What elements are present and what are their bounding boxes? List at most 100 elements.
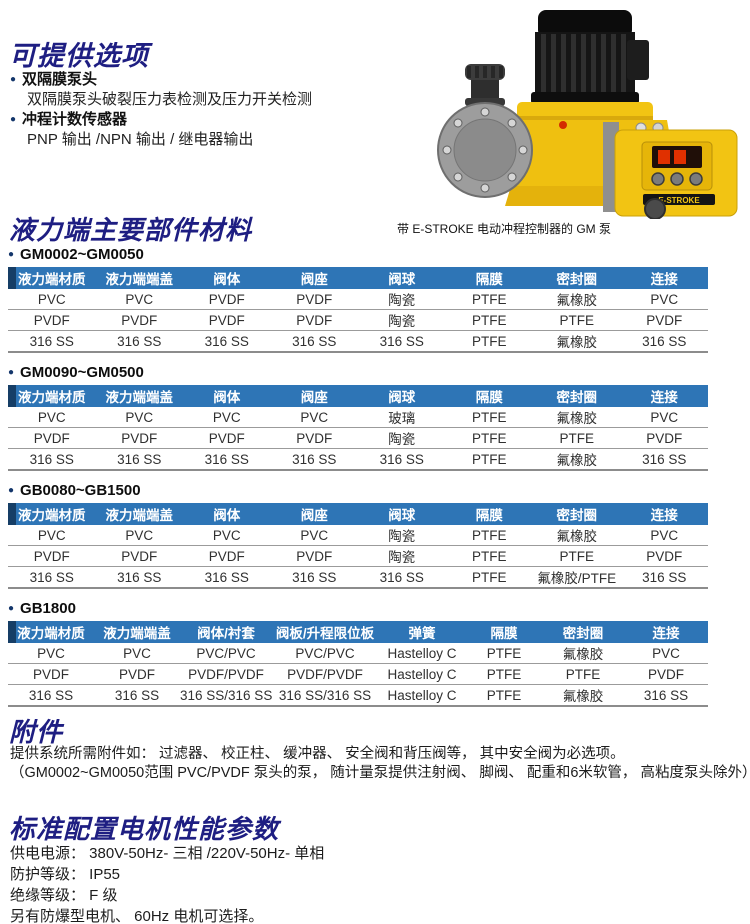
table-cell: 316 SS (8, 330, 96, 353)
header-accent-cap (8, 267, 16, 289)
table-cell: PVC (183, 407, 271, 428)
column-header: 液力端端盖 (95, 385, 183, 407)
column-header: 密封圈 (533, 503, 621, 525)
table-cell: PVC (8, 525, 96, 546)
table-cell: 陶瓷 (358, 427, 446, 449)
table-cell: PVC (183, 525, 271, 546)
materials-table-block: ● GM0002~GM0050 液力端材质 液力端端盖 阀体 阀座 阀球 隔膜 密封圈 连接 PVC… (8, 246, 708, 353)
column-header: 液力端端盖 (95, 503, 183, 525)
table-cell: PVDF/PVDF (272, 663, 378, 685)
column-header: 弹簧 (378, 621, 466, 643)
table-cell: PVDF (183, 545, 271, 567)
table-cell: 316 SS (624, 684, 708, 707)
pump-caption: 带 E-STROKE 电动冲程控制器的 GM 泵 (397, 222, 612, 236)
table-cell: PTFE (542, 663, 624, 685)
table-cell: PTFE (445, 448, 533, 471)
table-cell: PVDF (8, 663, 94, 685)
table-cell: 陶瓷 (358, 545, 446, 567)
accessories-line: 提供系统所需附件如： 过滤器、 校正柱、 缓冲器、 安全阀和背压阀等， 其中安全… (10, 746, 625, 762)
table-cell: 陶瓷 (358, 289, 446, 310)
materials-table-wrap: 液力端材质 液力端端盖 阀体 阀座 阀球 隔膜 密封圈 连接 PVC PVC PVDF PVDF 陶瓷 P… (8, 267, 708, 353)
table-cell: 氟橡胶 (533, 330, 621, 353)
table-cell: PTFE (445, 289, 533, 310)
table-row: 316 SS 316 SS 316 SS 316 SS 316 SS PTFE 氟橡胶/PT… (8, 566, 708, 589)
column-header: 液力端材质 (8, 385, 96, 407)
table-cell: 316 SS (183, 448, 271, 471)
table-cell: PVDF (620, 545, 708, 567)
column-header: 阀球 (358, 267, 446, 289)
table-header-row: 液力端材质 液力端端盖 阀体 阀座 阀球 隔膜 密封圈 连接 (8, 267, 708, 289)
column-header: 隔膜 (445, 267, 533, 289)
table-cell: PTFE (445, 309, 533, 331)
motor-spec-line: 绝缘等级： F 级 (10, 887, 118, 904)
materials-table-block: ● GB1800 液力端材质 液力端端盖 阀体/衬套 阀板/升程限位板 弹簧 隔膜 密封圈 连接 P… (8, 600, 708, 707)
table-cell: PTFE (445, 566, 533, 589)
table-row: 316 SS 316 SS 316 SS 316 SS 316 SS PTFE 氟橡胶 316… (8, 448, 708, 471)
materials-table-wrap: 液力端材质 液力端端盖 阀体 阀座 阀球 隔膜 密封圈 连接 PVC PVC PVC PVC 陶瓷 PTF… (8, 503, 708, 589)
table-cell: PTFE (533, 427, 621, 449)
materials-section-title: 液力端主要部件材料 (9, 215, 253, 245)
table-cell: PVDF (8, 427, 96, 449)
pump-photo: E-STROKE (415, 4, 750, 220)
table-range-label: ● GB0080~GB1500 (8, 482, 708, 500)
table-range-text: GB0080~GB1500 (20, 482, 141, 499)
table-cell: PVDF (270, 545, 358, 567)
column-header: 连接 (620, 267, 708, 289)
options-list: ● 双隔膜泵头 双隔膜泵头破裂压力表检测及压力开关检测 ● 冲程计数传感器 PNP … (10, 70, 312, 150)
table-header-row: 液力端材质 液力端端盖 阀体 阀座 阀球 隔膜 密封圈 连接 (8, 503, 708, 525)
table-cell: PVC (8, 643, 94, 664)
table-cell: PVC (8, 407, 96, 428)
table-cell: 316 SS (8, 448, 96, 471)
table-cell: 316 SS (620, 566, 708, 589)
option-label: 冲程计数传感器 (22, 111, 128, 128)
bullet-icon: ● (8, 603, 15, 614)
table-row: PVC PVC PVC PVC 陶瓷 PTFE 氟橡胶 PVC (8, 525, 708, 546)
table-cell: 316 SS (270, 448, 358, 471)
option-label: 双隔膜泵头 (22, 71, 98, 88)
table-cell: PTFE (445, 545, 533, 567)
table-cell: 316 SS/316 SS (180, 684, 272, 707)
column-header: 液力端端盖 (94, 621, 180, 643)
header-accent-cap (8, 385, 16, 407)
table-cell: PVC (270, 407, 358, 428)
bullet-icon: ● (8, 485, 15, 496)
table-cell: 316 SS (358, 448, 446, 471)
table-range-label: ● GB1800 (8, 600, 708, 618)
table-row: PVDF PVDF PVDF PVDF 陶瓷 PTFE PTFE PVDF (8, 309, 708, 331)
column-header: 阀球 (358, 385, 446, 407)
column-header: 隔膜 (445, 385, 533, 407)
column-header: 连接 (624, 621, 708, 643)
column-header: 阀座 (270, 503, 358, 525)
materials-table-block: ● GB0080~GB1500 液力端材质 液力端端盖 阀体 阀座 阀球 隔膜 密封圈 连接 PVC… (8, 482, 708, 589)
table-cell: 316 SS (8, 684, 94, 707)
table-cell: PVDF (8, 309, 96, 331)
table-header-row: 液力端材质 液力端端盖 阀体/衬套 阀板/升程限位板 弹簧 隔膜 密封圈 连接 (8, 621, 708, 643)
table-cell: PVDF (95, 427, 183, 449)
bullet-icon: ● (10, 74, 17, 85)
table-cell: PVDF (624, 663, 708, 685)
table-header-row: 液力端材质 液力端端盖 阀体 阀座 阀球 隔膜 密封圈 连接 (8, 385, 708, 407)
bullet-icon: ● (8, 367, 15, 378)
table-cell: 氟橡胶 (542, 684, 624, 707)
header-accent-cap (8, 621, 16, 643)
option-item: ● 双隔膜泵头 (10, 70, 312, 90)
column-header: 阀体 (183, 267, 271, 289)
table-row: PVDF PVDF PVDF/PVDF PVDF/PVDF Hastelloy C PTF… (8, 663, 708, 685)
table-cell: PTFE (445, 525, 533, 546)
column-header: 阀体 (183, 503, 271, 525)
table-cell: PVC (94, 643, 180, 664)
table-cell: 陶瓷 (358, 525, 446, 546)
column-header: 阀座 (270, 267, 358, 289)
table-cell: PVC/PVC (180, 643, 272, 664)
column-header: 液力端材质 (8, 503, 96, 525)
table-cell: 氟橡胶 (533, 289, 621, 310)
table-cell: 316 SS (620, 448, 708, 471)
motor-section-title: 标准配置电机性能参数 (9, 814, 280, 844)
option-item: ● 冲程计数传感器 (10, 110, 312, 130)
bullet-icon: ● (10, 114, 17, 125)
table-cell: PVDF (183, 309, 271, 331)
table-cell: 陶瓷 (358, 309, 446, 331)
table-cell: 316 SS (270, 330, 358, 353)
table-cell: PVC (624, 643, 708, 664)
